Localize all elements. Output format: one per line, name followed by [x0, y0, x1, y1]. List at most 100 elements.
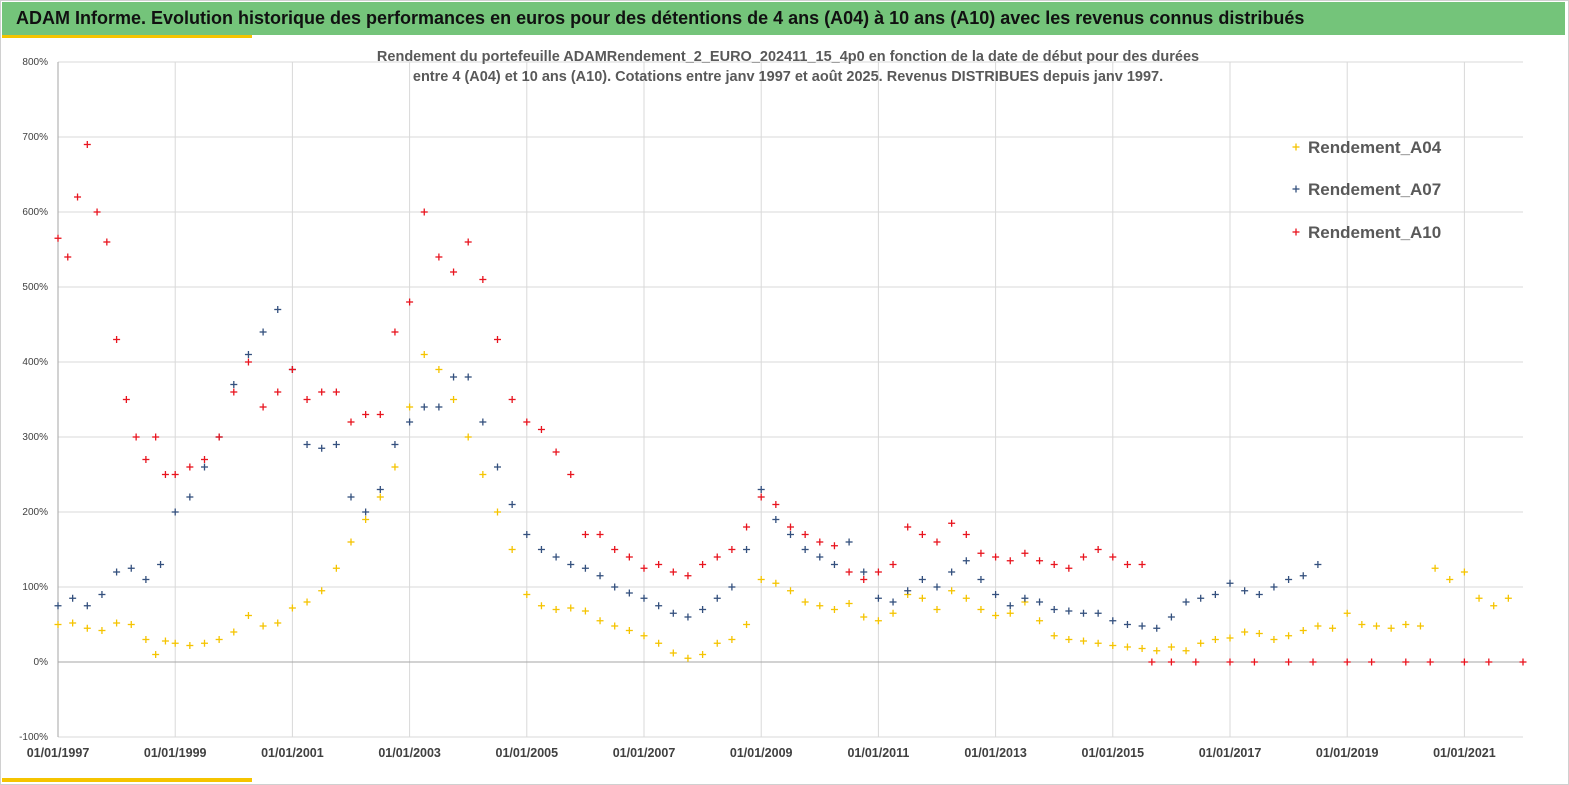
data-point-a10 [74, 193, 82, 201]
data-point-a10 [743, 523, 751, 531]
data-point-a10 [1343, 658, 1351, 666]
data-point-a04 [1299, 627, 1307, 634]
data-point-a07 [1182, 598, 1190, 606]
data-point-a10 [406, 298, 414, 306]
data-point-a04 [406, 403, 414, 411]
data-point-a07 [1314, 561, 1322, 568]
data-point-a10 [391, 328, 399, 336]
data-point-a10 [479, 276, 487, 283]
y-tick-label: 700% [22, 132, 48, 143]
data-point-a10 [830, 542, 838, 550]
data-point-a07 [977, 576, 985, 583]
data-point-a07 [230, 381, 238, 388]
data-point-a10 [1109, 553, 1117, 561]
data-point-a04 [801, 598, 809, 606]
data-point-a10 [860, 576, 868, 583]
data-point-a04 [728, 636, 736, 643]
data-point-a07 [347, 493, 355, 501]
data-point-a04 [948, 587, 956, 595]
data-point-a04 [1255, 630, 1263, 637]
data-point-a04 [933, 606, 941, 613]
data-point-a10 [625, 553, 633, 561]
data-point-a10 [669, 568, 677, 576]
data-point-a04 [391, 463, 399, 471]
data-point-a07 [1270, 583, 1278, 591]
data-point-a04 [420, 351, 428, 358]
data-point-a04 [1006, 609, 1014, 617]
data-point-a04 [1270, 636, 1278, 643]
data-point-a10 [1250, 658, 1258, 666]
data-point-a10 [93, 208, 101, 216]
data-point-a07 [1255, 591, 1263, 598]
data-point-a10 [1368, 658, 1376, 666]
data-point-a07 [787, 531, 794, 538]
data-point-a10 [845, 568, 853, 576]
data-point-a07 [464, 373, 472, 381]
data-point-a04 [186, 642, 194, 649]
data-point-a07 [1241, 587, 1249, 595]
data-point-a07 [494, 463, 501, 471]
data-point-a07 [596, 572, 604, 580]
data-point-a04 [274, 619, 282, 627]
data-point-a04 [1314, 622, 1322, 630]
y-tick-label: 500% [22, 282, 48, 293]
data-point-a07 [772, 516, 780, 523]
legend[interactable]: Rendement_A04 Rendement_A07 Rendement_A1… [1308, 138, 1442, 242]
data-point-a07 [1211, 591, 1219, 598]
data-point-a10 [103, 238, 111, 246]
x-tick-label: 01/01/2005 [496, 746, 559, 760]
data-point-a10 [1123, 561, 1131, 568]
x-tick-label: 01/01/2017 [1199, 746, 1262, 760]
data-point-a10 [83, 141, 91, 148]
data-point-a04 [376, 493, 384, 501]
y-tick-labels: 800% 700% 600% 500% 400% 300% 200% 100% 0% -100% [19, 57, 48, 743]
data-point-a04 [567, 604, 575, 612]
data-point-a04 [655, 639, 663, 647]
data-point-a07 [98, 591, 106, 598]
data-point-a07 [816, 553, 824, 561]
data-point-a10 [186, 463, 194, 471]
data-point-a10 [948, 519, 956, 527]
data-point-a07 [318, 444, 326, 452]
data-point-a04 [743, 621, 751, 628]
data-point-a04 [1050, 632, 1058, 640]
data-point-a07 [918, 576, 926, 583]
x-tick-label: 01/01/2011 [847, 746, 909, 760]
data-point-a07 [420, 403, 428, 411]
data-point-a04 [1490, 602, 1498, 610]
title-banner: ADAM Informe. Evolution historique des p… [2, 2, 1565, 35]
data-point-a10 [1006, 557, 1014, 565]
data-point-a10 [1460, 658, 1468, 666]
data-point-a04 [435, 366, 443, 373]
data-point-a07 [1065, 607, 1073, 615]
data-point-a04 [1343, 609, 1351, 617]
data-point-a04 [98, 627, 106, 634]
data-point-a04 [171, 639, 179, 647]
x-tick-label: 01/01/2003 [378, 746, 441, 760]
data-point-a04 [152, 651, 160, 658]
data-point-a10 [874, 568, 882, 576]
legend-marker-a07 [1292, 185, 1300, 193]
data-point-a07 [435, 403, 443, 411]
data-point-a07 [1167, 613, 1175, 621]
data-point-a07 [479, 418, 487, 426]
data-point-a07 [1109, 617, 1117, 625]
data-point-a04 [1197, 639, 1205, 647]
data-point-a04 [918, 594, 926, 602]
data-point-a10 [508, 396, 516, 403]
chart-subtitle-line-1: Rendement du portefeuille ADAMRendement_… [377, 49, 1199, 65]
data-point-a07 [713, 594, 721, 602]
data-point-a10 [450, 268, 458, 276]
data-point-a07 [186, 493, 194, 501]
data-point-a04 [1123, 643, 1131, 651]
data-point-a04 [303, 598, 311, 606]
data-point-a04 [611, 622, 619, 630]
data-point-a10 [161, 471, 169, 478]
data-point-a10 [318, 388, 326, 396]
data-point-a07 [127, 564, 135, 572]
data-point-a07 [830, 561, 838, 568]
data-point-a07 [801, 546, 809, 553]
data-point-a07 [537, 546, 545, 553]
data-point-a07 [332, 441, 340, 448]
